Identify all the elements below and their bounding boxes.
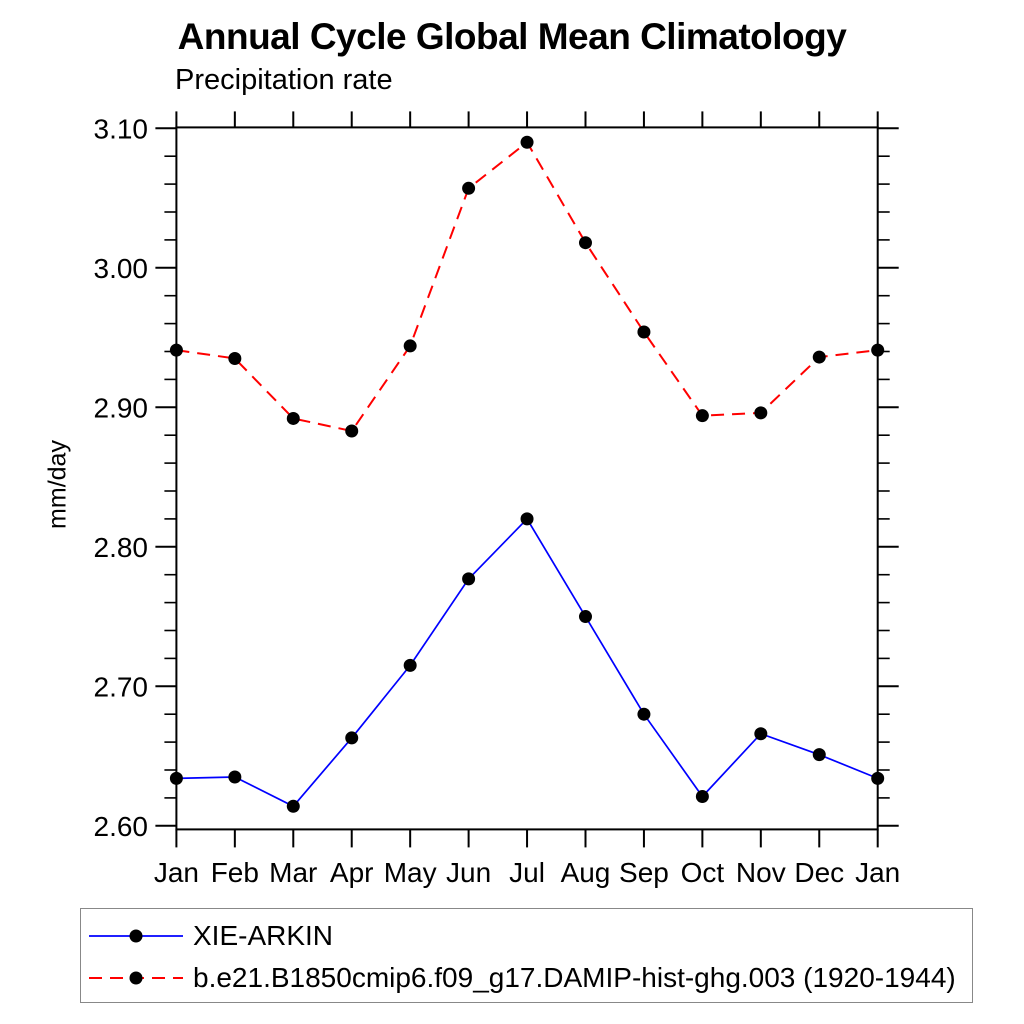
y-tick-label: 2.90	[94, 392, 149, 423]
data-point-s1	[345, 424, 359, 438]
x-tick-label: Sep	[619, 857, 669, 888]
x-tick-label: Jun	[446, 857, 491, 888]
chart-title: Annual Cycle Global Mean Climatology	[177, 16, 847, 57]
legend: XIE-ARKIN b.e21.B1850cmip6.f09_g17.DAMIP…	[80, 908, 973, 1003]
x-tick-label: Mar	[269, 857, 317, 888]
chart-subtitle: Precipitation rate	[175, 64, 393, 96]
data-point-s1	[754, 406, 768, 420]
x-tick-label: Nov	[736, 857, 786, 888]
x-tick-label: Oct	[681, 857, 725, 888]
data-point-s1	[286, 411, 300, 425]
y-tick-label: 2.80	[94, 532, 149, 563]
x-tick-label: Apr	[330, 857, 374, 888]
y-tick-label: 2.70	[94, 671, 149, 702]
y-tick-label: 3.00	[94, 253, 149, 284]
legend-marker-dot	[129, 929, 143, 943]
data-point-s1	[169, 343, 183, 357]
data-point-s1	[520, 135, 534, 149]
y-tick-label: 3.10	[94, 113, 149, 144]
x-tick-label: Jan	[154, 857, 199, 888]
data-point-s0	[286, 799, 300, 813]
x-tick-label: May	[384, 857, 437, 888]
data-point-s1	[695, 409, 709, 423]
data-point-s1	[578, 236, 592, 250]
legend-line-sample-solid	[89, 929, 183, 943]
data-point-s0	[228, 770, 242, 784]
data-point-s0	[462, 572, 476, 586]
data-point-s0	[578, 610, 592, 624]
data-point-s1	[462, 181, 476, 195]
data-point-s0	[754, 727, 768, 741]
data-point-s0	[520, 512, 534, 526]
x-tick-label: Jul	[509, 857, 545, 888]
legend-label-xie-arkin: XIE-ARKIN	[193, 920, 334, 951]
x-tick-label: Dec	[794, 857, 844, 888]
y-tick-label: 2.60	[94, 811, 149, 842]
data-point-s0	[345, 731, 359, 745]
legend-line-sample-dashed	[89, 971, 183, 985]
data-point-s1	[812, 350, 826, 364]
data-point-s0	[637, 707, 651, 721]
data-point-s0	[871, 771, 885, 785]
x-tick-label: Feb	[211, 857, 259, 888]
data-point-s0	[403, 658, 417, 672]
legend-entry-model-run: b.e21.B1850cmip6.f09_g17.DAMIP-hist-ghg.…	[85, 962, 956, 993]
x-tick-label: Jan	[855, 857, 900, 888]
legend-entry-xie-arkin: XIE-ARKIN	[85, 920, 334, 951]
data-point-s1	[403, 339, 417, 353]
data-point-s0	[812, 748, 826, 762]
legend-marker-dot	[129, 971, 143, 985]
axis-frame	[175, 126, 879, 831]
series-line-1	[176, 140, 878, 433]
legend-label-model-run: b.e21.B1850cmip6.f09_g17.DAMIP-hist-ghg.…	[193, 962, 956, 993]
data-point-s0	[169, 771, 183, 785]
series-line-0	[176, 517, 879, 808]
data-point-s1	[228, 351, 242, 365]
data-point-s1	[871, 343, 885, 357]
x-tick-label: Aug	[561, 857, 611, 888]
data-point-s1	[637, 325, 651, 339]
data-point-s0	[695, 790, 709, 804]
